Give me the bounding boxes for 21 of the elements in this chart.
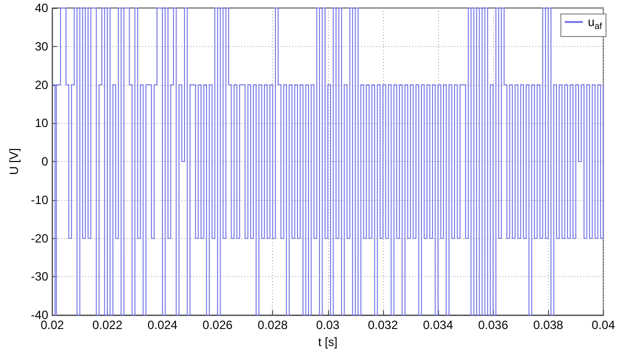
x-tick-label: 0.038 [533,318,564,332]
x-tick-label: 0.02 [40,318,64,332]
y-tick-label: 10 [34,116,49,130]
y-tick-label: 20 [34,78,49,92]
x-tick-label: 0.03 [316,318,340,332]
x-tick-label: 0.022 [92,318,123,332]
y-tick-label: 0 [42,154,49,169]
x-tick-label: 0.034 [422,318,454,332]
y-tick-label: 30 [34,39,49,54]
y-tick-label: -10 [30,192,49,207]
y-axis-title: U [V] [7,148,21,175]
x-tick-label: 0.04 [592,318,616,332]
y-tick-label: -30 [30,270,49,284]
x-tick-label: 0.026 [202,318,233,332]
y-tick-label: 40 [34,1,49,15]
x-tick-label: 0.036 [478,318,508,332]
x-axis-title: t [s] [318,335,338,349]
x-tick-label: 0.024 [147,318,178,332]
y-tick-label: -20 [30,231,49,246]
x-tick-label: 0.032 [368,318,398,332]
x-tick-label: 0.028 [258,318,288,332]
